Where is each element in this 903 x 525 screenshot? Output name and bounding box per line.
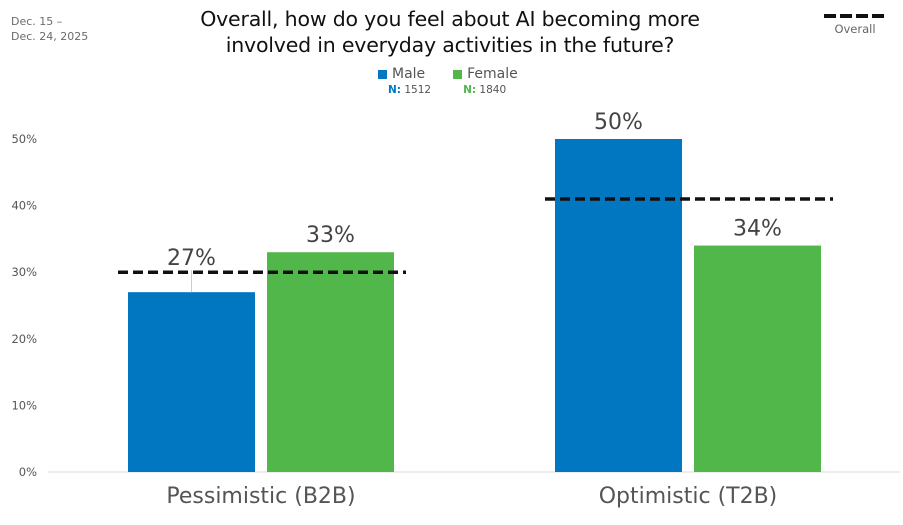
overall-legend: Overall [812, 10, 898, 36]
legend-item-male: Male N: 1512 [378, 66, 431, 97]
y-tick-label: 20% [11, 332, 37, 346]
bar-female-0 [267, 252, 394, 472]
legend-n-value-male: 1512 [404, 84, 432, 96]
series-legend: Male N: 1512 Female N: 1840 [378, 66, 518, 97]
legend-n-prefix-female: N: [463, 84, 477, 96]
y-tick-label: 10% [11, 398, 37, 412]
overall-legend-label: Overall [834, 22, 876, 36]
date-range-start: Dec. 15 – [11, 15, 63, 28]
data-label: 27% [167, 246, 216, 271]
y-tick-label: 40% [11, 199, 37, 213]
legend-item-female: Female N: 1840 [453, 66, 518, 97]
chart-title-line1: Overall, how do you feel about AI becomi… [200, 7, 700, 31]
legend-n-prefix-male: N: [388, 84, 401, 96]
legend-label-male: Male [392, 66, 426, 82]
legend-n-male: N: 1512 [388, 83, 431, 97]
bar-male-0 [128, 292, 255, 472]
date-range: Dec. 15 – Dec. 24, 2025 [11, 14, 88, 44]
legend-n-value-female: 1840 [479, 84, 507, 96]
legend-label-female: Female [467, 66, 518, 82]
chart-title: Overall, how do you feel about AI becomi… [120, 6, 780, 58]
data-label: 33% [306, 223, 355, 248]
dashed-line-icon [824, 14, 886, 18]
x-category-label: Pessimistic (B2B) [166, 484, 355, 509]
data-label: 34% [733, 217, 782, 242]
date-range-end: Dec. 24, 2025 [11, 30, 89, 43]
bar-male-1 [555, 139, 682, 472]
male-swatch-icon [378, 70, 387, 79]
y-tick-label: 30% [11, 265, 37, 279]
legend-n-female: N: 1840 [463, 83, 518, 97]
y-tick-label: 0% [19, 465, 37, 479]
y-tick-label: 50% [11, 132, 37, 146]
data-label: 50% [594, 110, 643, 135]
female-swatch-icon [453, 70, 463, 79]
x-category-label: Optimistic (T2B) [599, 484, 778, 509]
chart-title-line2: involved in everyday activities in the f… [225, 33, 675, 57]
bar-female-1 [694, 245, 821, 472]
